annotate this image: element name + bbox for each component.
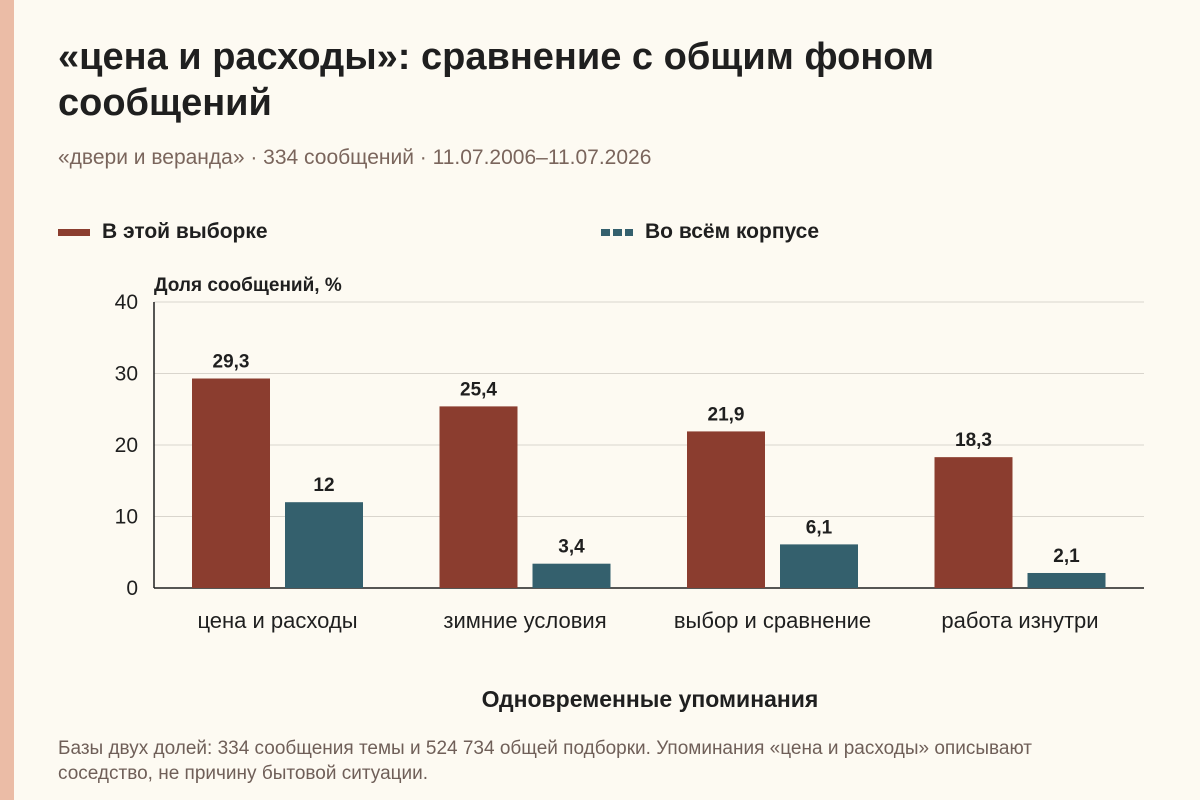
legend-swatch-sample bbox=[58, 228, 90, 236]
footnote: Базы двух долей: 334 сообщения темы и 52… bbox=[58, 738, 1032, 784]
bar-corpus bbox=[780, 544, 858, 588]
bar-sample bbox=[934, 457, 1013, 588]
y-tick-label: 30 bbox=[115, 363, 138, 386]
legend-item-sample: В этой выборке bbox=[58, 220, 268, 244]
bar-corpus bbox=[1027, 572, 1106, 588]
x-axis-title: Одновременные упоминания bbox=[481, 686, 819, 712]
bar-sample bbox=[439, 406, 518, 588]
bar-corpus bbox=[532, 563, 611, 588]
value-label-corpus: 6,1 bbox=[806, 517, 833, 538]
value-label-corpus: 12 bbox=[313, 475, 334, 496]
legend-swatch-corpus bbox=[601, 228, 633, 236]
y-tick-label: 20 bbox=[115, 434, 138, 457]
y-tick-label: 0 bbox=[126, 577, 138, 600]
category-label: зимние условия bbox=[443, 608, 606, 633]
legend-label-sample: В этой выборке bbox=[102, 220, 268, 243]
value-label-sample: 18,3 bbox=[955, 430, 992, 451]
legend-label-corpus: Во всём корпусе bbox=[645, 220, 820, 243]
value-label-corpus: 3,4 bbox=[558, 537, 585, 558]
bar-sample bbox=[192, 378, 270, 588]
chart-title: «цена и расходы»: сравнение с общим фоно… bbox=[58, 36, 935, 124]
category-label: работа изнутри bbox=[941, 608, 1098, 633]
y-axis-title: Доля сообщений, % bbox=[154, 275, 342, 296]
value-label-sample: 29,3 bbox=[213, 352, 250, 373]
category-label: цена и расходы bbox=[197, 608, 357, 633]
y-tick-label: 40 bbox=[115, 291, 138, 314]
y-tick-label: 10 bbox=[115, 506, 138, 529]
legend-item-corpus: Во всём корпусе bbox=[601, 220, 819, 244]
value-label-corpus: 2,1 bbox=[1053, 546, 1080, 567]
bar-corpus bbox=[285, 502, 363, 588]
value-label-sample: 21,9 bbox=[708, 404, 745, 425]
accent-strip bbox=[0, 0, 14, 800]
bar-sample bbox=[687, 431, 765, 588]
value-label-sample: 25,4 bbox=[460, 379, 497, 400]
chart-subtitle: «двери и веранда» · 334 сообщений · 11.0… bbox=[58, 146, 652, 169]
category-label: выбор и сравнение bbox=[674, 608, 871, 633]
